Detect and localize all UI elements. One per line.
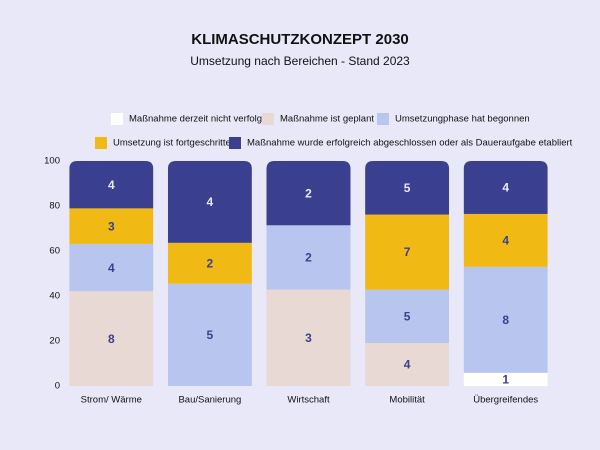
chart-title: KLIMASCHUTZKONZEPT 2030 (191, 31, 409, 48)
x-tick-label: Wirtschaft (287, 395, 330, 406)
bar-group (167, 161, 252, 386)
bar-segment (266, 225, 351, 290)
bar-segment (69, 161, 154, 209)
data-label: 4 (502, 234, 509, 248)
legend-swatch (377, 113, 389, 125)
chart-subtitle: Umsetzung nach Bereichen - Stand 2023 (190, 54, 410, 68)
data-label: 5 (404, 310, 411, 324)
x-tick-label: Strom/ Wärme (81, 395, 142, 406)
data-label: 2 (305, 186, 312, 200)
bar-segment (365, 343, 450, 386)
bar-segment (463, 266, 548, 373)
bar-segment (365, 214, 450, 290)
bar-segment (266, 289, 351, 386)
bar-segment (69, 291, 154, 386)
legend-swatch (95, 137, 107, 149)
bar-group (463, 161, 548, 386)
y-tick-label: 40 (49, 291, 60, 302)
legend-swatch (262, 113, 274, 125)
data-label: 8 (502, 313, 509, 327)
bar-group (365, 161, 450, 386)
legend-swatch (229, 137, 241, 149)
data-label: 4 (108, 178, 115, 192)
data-label: 2 (305, 251, 312, 265)
y-tick-label: 80 (49, 201, 60, 212)
legend-label: Umsetzungphase hat begonnen (395, 114, 530, 125)
data-label: 3 (108, 219, 115, 233)
bar-segment (69, 243, 154, 292)
x-tick-label: Übergreifendes (473, 395, 538, 406)
bar-segment (463, 372, 548, 386)
bar-segment (365, 289, 450, 344)
data-label: 5 (404, 181, 411, 195)
data-label: 3 (305, 331, 312, 345)
data-label: 4 (404, 358, 411, 372)
y-tick-label: 20 (49, 336, 60, 347)
data-label: 4 (502, 181, 509, 195)
bar-group (69, 161, 154, 386)
bar-segment (167, 161, 252, 243)
legend-label: Maßnahme wurde erfolgreich abgeschlossen… (247, 138, 573, 149)
data-label: 7 (404, 245, 411, 259)
bar-segment (463, 213, 548, 267)
data-label: 2 (207, 256, 214, 270)
y-tick-label: 0 (55, 381, 60, 392)
bar-segment (365, 161, 450, 215)
x-tick-label: Bau/Sanierung (178, 395, 241, 406)
legend-label: Maßnahme ist geplant (280, 114, 374, 125)
x-tick-label: Mobilität (389, 395, 425, 406)
bar-group (266, 161, 351, 386)
bar-segment (167, 242, 252, 284)
bar-segment (266, 161, 351, 226)
data-label: 4 (108, 261, 115, 275)
bar-segment (167, 283, 252, 386)
legend-swatch (111, 113, 123, 125)
data-label: 1 (502, 373, 509, 387)
bar-segment (69, 208, 154, 244)
y-tick-label: 60 (49, 246, 60, 257)
y-tick-label: 100 (44, 156, 60, 167)
data-label: 4 (207, 195, 214, 209)
legend-label: Maßnahme derzeit nicht verfolgt (129, 114, 265, 125)
data-label: 5 (207, 328, 214, 342)
bar-segment (463, 161, 548, 214)
legend-label: Umsetzung ist fortgeschritten (113, 138, 236, 149)
data-label: 8 (108, 332, 115, 346)
